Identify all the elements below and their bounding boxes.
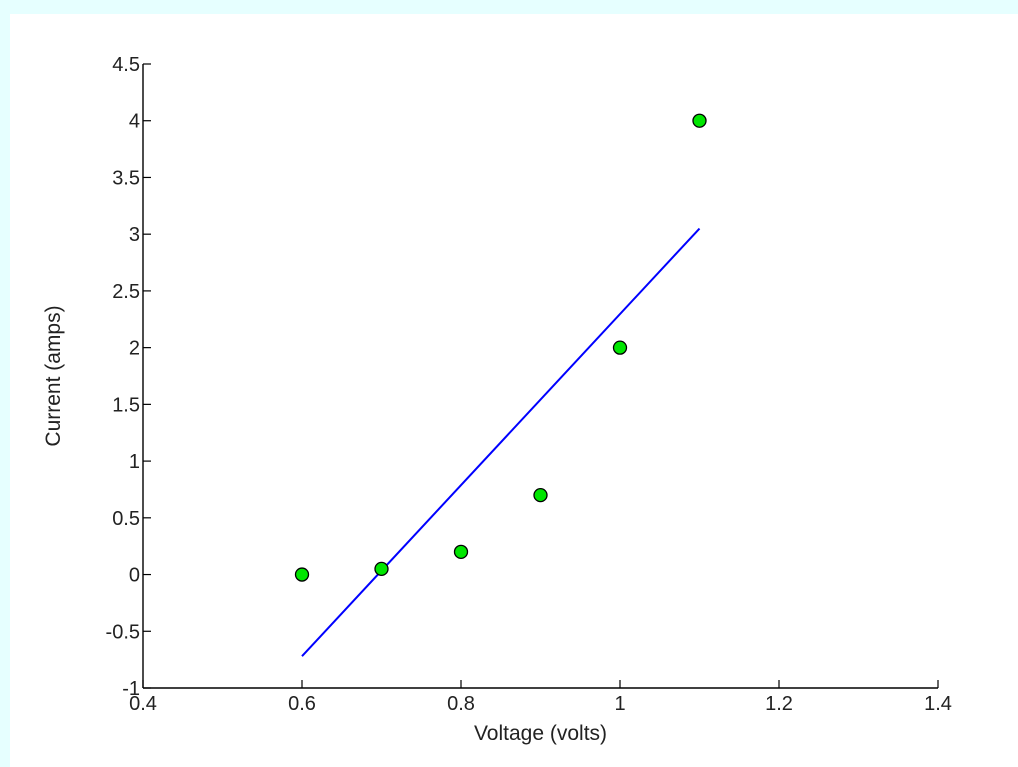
y-tick-label: 0.5 <box>112 508 140 530</box>
scatter-chart: 0.4 0.6 0.8 1 1.2 1.4 -1 -0.5 0 0.5 1 1.5 2 2.5 3 3.5 4 4… <box>42 54 952 745</box>
data-points-layer <box>294 113 707 582</box>
x-tick-label: 0.4 <box>129 693 157 715</box>
ticks: 0.4 0.6 0.8 1 1.2 1.4 -1 -0.5 0 0.5 1 1.5 2 2.5 3 3.5 4 4… <box>106 54 952 715</box>
fit-line <box>301 227 701 657</box>
x-tick-label: 0.6 <box>288 693 316 715</box>
x-tick-label: 1.2 <box>765 693 793 715</box>
y-axis-label: Current (amps) <box>42 305 65 446</box>
y-tick-label: 2 <box>129 338 140 360</box>
data-point <box>692 113 707 128</box>
fit-line-layer <box>301 227 701 657</box>
x-axis-label: Voltage (volts) <box>474 722 607 745</box>
x-tick-label: 1.4 <box>924 693 952 715</box>
axes <box>142 64 938 689</box>
data-point <box>453 544 469 560</box>
y-tick-label: 2.5 <box>112 281 140 303</box>
x-tick-label: 1 <box>614 693 625 715</box>
data-point <box>294 567 310 582</box>
data-point <box>374 561 389 577</box>
y-tick-label: 3 <box>129 224 140 246</box>
y-tick-label: -1 <box>122 678 140 700</box>
y-tick-label: 1.5 <box>112 394 140 416</box>
x-tick-label: 0.8 <box>447 693 475 715</box>
y-tick-label: 4 <box>129 111 140 133</box>
y-tick-label: -0.5 <box>106 621 140 643</box>
y-tick-label: 1 <box>129 451 140 473</box>
y-tick-label: 0 <box>129 565 140 587</box>
y-tick-label: 4.5 <box>112 54 140 76</box>
figure-area: 0.4 0.6 0.8 1 1.2 1.4 -1 -0.5 0 0.5 1 1.5 2 2.5 3 3.5 4 4… <box>10 14 1018 767</box>
y-tick-label: 3.5 <box>112 167 140 189</box>
data-point <box>612 340 628 355</box>
data-point <box>533 487 548 503</box>
